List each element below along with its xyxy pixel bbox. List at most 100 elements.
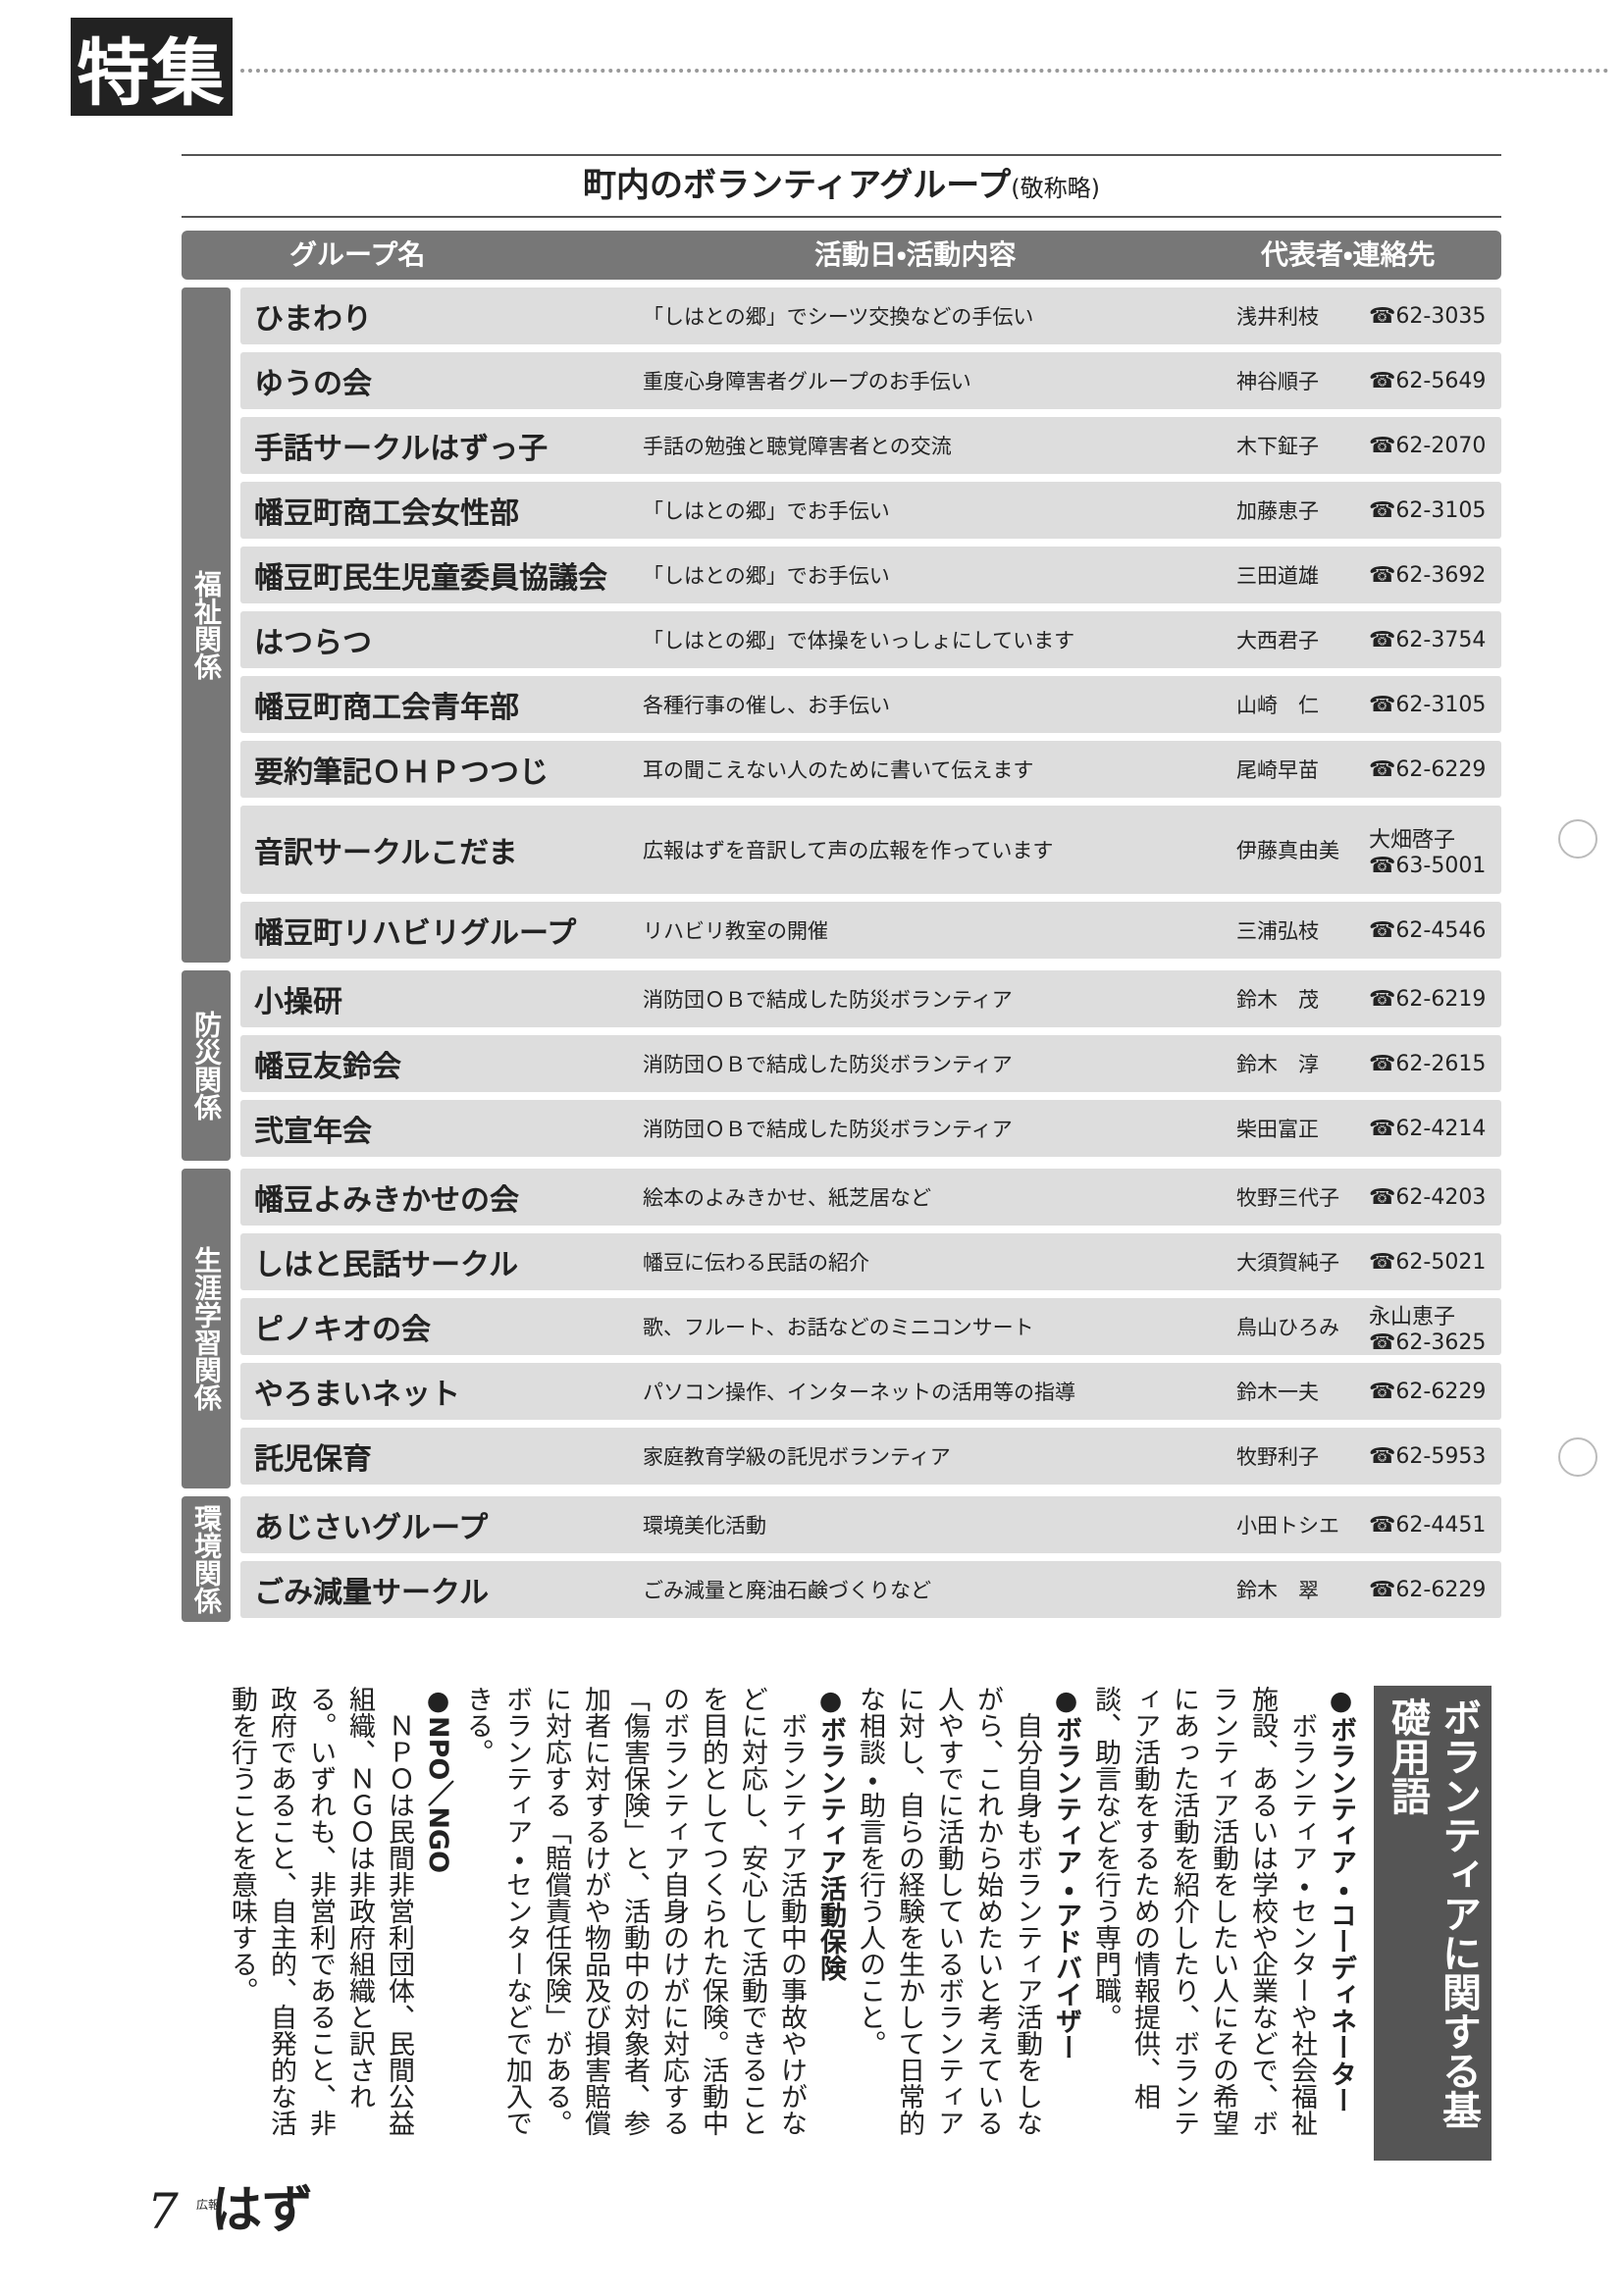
table-header: グループ名 活動日・活動内容 代表者・連絡先	[182, 231, 1501, 280]
table-row: 小操研 消防団ＯＢで結成した防災ボランティア 鈴木 茂 ☎62-6219	[240, 970, 1501, 1027]
contact: ☎62-5649	[1369, 352, 1486, 409]
rule	[182, 154, 1501, 156]
group-name: 音訳サークルこだま	[254, 836, 518, 870]
representative: 鈴木一夫	[1236, 1381, 1319, 1404]
representative: 三田道雄	[1236, 564, 1319, 588]
activity: 絵本のよみきかせ、紙芝居など	[643, 1186, 931, 1210]
glossary-title: ボランティアに関する基礎用語	[1374, 1686, 1492, 2161]
contact: ☎62-3035	[1369, 287, 1486, 344]
punch-hole	[1558, 1437, 1597, 1477]
contact: ☎62-4451	[1369, 1496, 1486, 1553]
contact: ☎62-6229	[1369, 741, 1486, 798]
activity: 家庭教育学級の託児ボランティア	[643, 1445, 951, 1469]
representative: 尾崎早苗	[1236, 758, 1319, 782]
representative: 鳥山ひろみ	[1236, 1316, 1339, 1339]
glossary-text: 自分自身もボランティア活動をしながら、これから始めたいと考えている人やすでに活動…	[855, 1686, 1042, 2136]
glossary-term: ●NPO／NGO	[423, 1686, 453, 1874]
contact: ☎62-3692	[1369, 547, 1486, 603]
contact-line: ☎62-6219	[1369, 986, 1487, 1012]
rule	[182, 216, 1501, 218]
contact-line: ☎62-3692	[1369, 562, 1487, 588]
representative: 鈴木 淳	[1236, 1053, 1319, 1076]
section-rows: 小操研 消防団ＯＢで結成した防災ボランティア 鈴木 茂 ☎62-6219 幡豆友鈴会 消防…	[240, 970, 1501, 1165]
group-name: はつらつ	[254, 626, 372, 660]
contact: ☎62-3105	[1369, 676, 1486, 733]
contact-line: ☎62-2070	[1369, 433, 1487, 458]
contact: ☎62-6229	[1369, 1363, 1486, 1420]
contact: ☎62-6229	[1369, 1561, 1486, 1618]
contact-line: ☎62-5953	[1369, 1443, 1487, 1469]
glossary-text: ボランティア・センターや社会福祉施設、あるいは学校や企業などで、ボランティア活動…	[1090, 1686, 1317, 2136]
contact: ☎62-6219	[1369, 970, 1486, 1027]
feature-tag: 特集	[71, 18, 233, 116]
contact-line: 永山恵子	[1369, 1304, 1456, 1330]
contact: ☎62-4214	[1369, 1100, 1486, 1157]
group-name: ひまわり	[254, 302, 372, 337]
section-rows: あじさいグループ 環境美化活動 小田トシエ ☎62-4451 ごみ減量サークル ごみ減量と…	[240, 1496, 1501, 1626]
column-header: グループ名	[289, 238, 426, 271]
activity: リハビリ教室の開催	[643, 919, 828, 943]
group-name: ピノキオの会	[254, 1313, 431, 1347]
contact-line: ☎62-4546	[1369, 917, 1487, 943]
representative: 柴田富正	[1236, 1118, 1319, 1141]
group-name: ゆうの会	[254, 367, 372, 401]
table-row: 手話サークルはずっ子 手話の勉強と聴覚障害者との交流 木下鉦子 ☎62-2070	[240, 417, 1501, 474]
category-label: 防災関係	[182, 970, 231, 1161]
representative: 三浦弘枝	[1236, 919, 1319, 943]
table-row: 弐宣年会 消防団ＯＢで結成した防災ボランティア 柴田富正 ☎62-4214	[240, 1100, 1501, 1157]
representative: 大西君子	[1236, 629, 1319, 652]
table-row: 幡豆町リハビリグループ リハビリ教室の開催 三浦弘枝 ☎62-4546	[240, 902, 1501, 959]
contact-line: ☎62-6229	[1369, 1577, 1487, 1602]
activity: 「しはとの郷」で体操をいっしょにしています	[643, 629, 1075, 652]
contact-line: ☎62-4451	[1369, 1512, 1487, 1538]
activity: パソコン操作、インターネットの活用等の指導	[643, 1381, 1075, 1404]
activity: ごみ減量と廃油石鹸づくりなど	[643, 1579, 931, 1602]
glossary-text: ボランティア活動中の事故やけがなどに対応し、安心して活動できることを目的としてつ…	[462, 1686, 807, 2136]
representative: 浅井利枝	[1236, 305, 1319, 329]
group-name: しはと民話サークル	[254, 1248, 519, 1282]
activity: 消防団ＯＢで結成した防災ボランティア	[643, 988, 1013, 1012]
contact-line: ☎62-3105	[1369, 692, 1487, 717]
group-name: ごみ減量サークル	[254, 1576, 490, 1610]
activity: 「しはとの郷」でシーツ交換などの手伝い	[643, 305, 1034, 329]
contact: 永山恵子 ☎62-3625	[1369, 1298, 1486, 1355]
representative: 鈴木 茂	[1236, 988, 1319, 1012]
group-name: 小操研	[254, 985, 342, 1019]
activity: 歌、フルート、お話などのミニコンサート	[643, 1316, 1034, 1339]
table-row: 要約筆記ＯＨＰつつじ 耳の聞こえない人のために書いて伝えます 尾崎早苗 ☎62-622…	[240, 741, 1501, 798]
glossary-term: ●ボランティア・アドバイザー	[1051, 1686, 1081, 2061]
contact-line: ☎62-4203	[1369, 1184, 1487, 1210]
activity: 耳の聞こえない人のために書いて伝えます	[643, 758, 1034, 782]
contact: ☎62-3754	[1369, 611, 1486, 668]
activity: 「しはとの郷」でお手伝い	[643, 499, 890, 523]
table-row: 幡豆友鈴会 消防団ＯＢで結成した防災ボランティア 鈴木 淳 ☎62-2615	[240, 1035, 1501, 1092]
table-row: 音訳サークルこだま 広報はずを音訳して声の広報を作っています 伊藤真由美 大畑啓子 ☎6…	[240, 806, 1501, 894]
contact: ☎62-2615	[1369, 1035, 1486, 1092]
table-row: あじさいグループ 環境美化活動 小田トシエ ☎62-4451	[240, 1496, 1501, 1553]
section-rows: 幡豆よみきかせの会 絵本のよみきかせ、紙芝居など 牧野三代子 ☎62-4203 しはと民…	[240, 1169, 1501, 1492]
activity: 環境美化活動	[643, 1514, 766, 1538]
contact-line: ☎62-5021	[1369, 1249, 1487, 1275]
contact: ☎62-5021	[1369, 1233, 1486, 1290]
logo: はず	[211, 2181, 314, 2240]
group-name: 幡豆町民生児童委員協議会	[254, 561, 607, 596]
group-name: 幡豆町商工会青年部	[254, 691, 519, 725]
category-label: 生涯学習関係	[182, 1169, 231, 1488]
column-header: 代表者・連絡先	[1261, 238, 1436, 271]
title-note: (敬称略)	[1011, 175, 1100, 202]
contact-line: 大畑啓子	[1369, 827, 1456, 853]
group-name: 幡豆町商工会女性部	[254, 496, 519, 531]
section: 福祉関係 ひまわり 「しはとの郷」でシーツ交換などの手伝い 浅井利枝 ☎62-3035 ゆ…	[182, 287, 1501, 966]
activity: 各種行事の催し、お手伝い	[643, 694, 890, 717]
group-table: グループ名 活動日・活動内容 代表者・連絡先 福祉関係 ひまわり 「しはとの郷」でシ…	[182, 231, 1501, 1630]
group-name: 幡豆友鈴会	[254, 1050, 401, 1084]
table-row: やろまいネット パソコン操作、インターネットの活用等の指導 鈴木一夫 ☎62-6229	[240, 1363, 1501, 1420]
contact-line: ☎62-2615	[1369, 1051, 1487, 1076]
contact-line: ☎62-4214	[1369, 1116, 1487, 1141]
table-row: ひまわり 「しはとの郷」でシーツ交換などの手伝い 浅井利枝 ☎62-3035	[240, 287, 1501, 344]
group-name: 弐宣年会	[254, 1115, 372, 1149]
table-row: ゆうの会 重度心身障害者グループのお手伝い 神谷順子 ☎62-5649	[240, 352, 1501, 409]
dotted-rule	[240, 69, 1609, 73]
glossary: ボランティアに関する基礎用語 ●ボランティア・コーディネーター ボランティア・センタ…	[167, 1686, 1492, 2161]
